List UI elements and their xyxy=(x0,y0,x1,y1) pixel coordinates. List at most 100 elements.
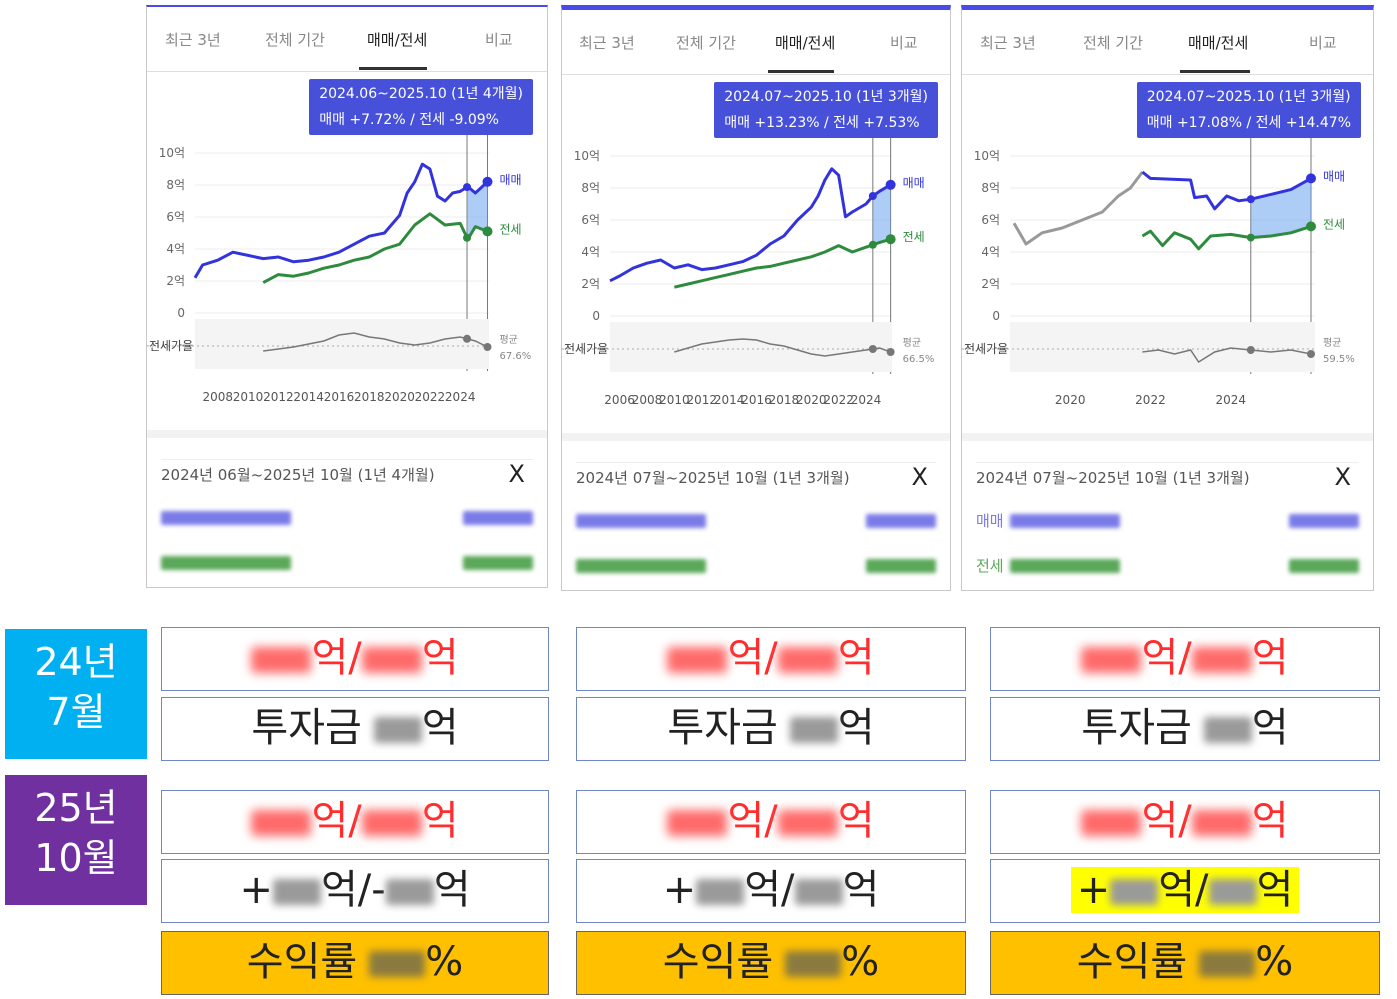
y-tick-label: 0 xyxy=(592,309,600,323)
tab-recent-3y[interactable]: 최근 3년 xyxy=(980,34,1036,52)
period-label-line1: 25년 xyxy=(34,786,118,830)
y-tick-label: 6억 xyxy=(166,210,185,224)
jeonse-start-point xyxy=(463,233,472,242)
range-summary-header: 2024년 06월~2025년 10월 (1년 4개월) X xyxy=(161,459,533,490)
range-tooltip: 2024.07~2025.10 (1년 3개월) 매매 +13.23% / 전세 … xyxy=(714,82,938,138)
unit-text: 억 xyxy=(727,798,765,844)
unit-text: 억 xyxy=(837,705,875,751)
range-tooltip: 2024.06~2025.10 (1년 4개월) 매매 +7.72% / 전세 -… xyxy=(309,79,533,135)
y-tick-label: 10억 xyxy=(574,149,600,163)
tab-sale-jeonse[interactable]: 매매/전세 xyxy=(775,34,836,52)
investment-text: 투자금 억 xyxy=(162,698,548,758)
slash-text: / xyxy=(348,798,362,844)
x-tick-label: 2024 xyxy=(851,393,882,407)
range-summary-title: 2024년 06월~2025년 10월 (1년 4개월) xyxy=(161,466,435,484)
tooltip-period: 2024.06~2025.10 (1년 4개월) xyxy=(319,86,523,102)
sale-end-point xyxy=(1305,173,1316,184)
chart-panel-2: 최근 3년 전체 기간 매매/전세 비교 10억 8억 6억 4억 2억 0 매매 전세 전세가율 평균 6… xyxy=(561,5,951,591)
tab-recent-3y[interactable]: 최근 3년 xyxy=(579,34,635,52)
close-icon[interactable]: X xyxy=(911,463,928,491)
avg-label: 평균 xyxy=(903,337,921,349)
price-2025-box: 억/억 xyxy=(576,790,966,854)
price-2025-box: 억/억 xyxy=(990,790,1380,854)
tab-compare[interactable]: 비교 xyxy=(1309,34,1337,52)
jeonse-line xyxy=(1141,224,1312,251)
tab-recent-3y[interactable]: 최근 3년 xyxy=(165,31,221,49)
avg-label: 평균 xyxy=(1323,337,1341,349)
price-2024-box: 억/억 xyxy=(576,627,966,691)
unit-text: 억 xyxy=(1158,867,1196,913)
x-tick-label: 2018 xyxy=(354,390,385,404)
price-2024-text: 억/억 xyxy=(991,628,1379,688)
tab-all-period[interactable]: 전체 기간 xyxy=(676,34,736,52)
unit-text: % xyxy=(841,939,880,985)
y-tick-label: 8억 xyxy=(981,181,1000,195)
x-tick-label: 2010 xyxy=(659,393,690,407)
change-value: + 억/억 xyxy=(663,867,880,913)
period-label-line2: 10월 xyxy=(34,836,118,880)
x-tick-label: 2020 xyxy=(384,390,415,404)
redacted-value xyxy=(1199,951,1256,977)
tab-sale-jeonse[interactable]: 매매/전세 xyxy=(367,31,428,49)
active-tab-indicator xyxy=(1180,70,1250,73)
price-2024-text: 억/억 xyxy=(162,628,548,688)
redacted-value xyxy=(667,647,728,673)
period-label-line2: 7월 xyxy=(46,690,106,734)
jeonse-end-point xyxy=(482,226,493,237)
redacted-value xyxy=(361,810,422,836)
y-tick-label: 2억 xyxy=(981,277,1000,291)
close-icon[interactable]: X xyxy=(508,460,525,488)
jeonse-start-point xyxy=(868,240,877,249)
ratio-start-point xyxy=(1246,346,1255,354)
change-value: + 억/억 xyxy=(1070,867,1300,913)
tab-compare[interactable]: 비교 xyxy=(485,31,513,49)
unit-text: % xyxy=(1255,939,1294,985)
range-summary-header: 2024년 07월~2025년 10월 (1년 3개월) X xyxy=(576,462,936,493)
separator-text: /- xyxy=(357,867,386,913)
tab-sale-jeonse[interactable]: 매매/전세 xyxy=(1188,34,1249,52)
avg-value: 67.6% xyxy=(499,351,531,362)
jeonse-line xyxy=(262,212,489,284)
tab-bar: 최근 3년 전체 기간 매매/전세 비교 xyxy=(562,10,950,75)
redacted-value xyxy=(777,647,838,673)
jeonse-end-point xyxy=(1305,221,1316,232)
change-box: + 억/억 xyxy=(576,859,966,923)
tab-all-period[interactable]: 전체 기간 xyxy=(1083,34,1143,52)
blurred-value xyxy=(866,559,936,573)
y-tick-label: 8억 xyxy=(581,181,600,195)
period-label-line1: 24년 xyxy=(34,640,118,684)
slash-text: / xyxy=(348,635,362,681)
chart-panel-1: 최근 3년 전체 기간 매매/전세 비교 10억 8억 6억 4억 2억 0 매매 전세 전세가율 평균 6… xyxy=(146,5,548,588)
price-2024-box: 억/억 xyxy=(161,627,549,691)
jeonse-series-label: 전세 xyxy=(903,230,925,244)
x-tick-label: 2022 xyxy=(823,393,854,407)
x-tick-label: 2016 xyxy=(324,390,355,404)
investment-box: 투자금 억 xyxy=(990,697,1380,761)
tooltip-change: 매매 +13.23% / 전세 +7.53% xyxy=(724,115,920,131)
blurred-value xyxy=(1010,559,1120,573)
tab-all-period[interactable]: 전체 기간 xyxy=(265,31,325,49)
unit-text: 억 xyxy=(842,867,880,913)
ratio-end-point xyxy=(886,348,895,356)
redacted-value xyxy=(272,879,321,905)
range-detail-row xyxy=(161,552,533,574)
y-tick-label: 10억 xyxy=(974,149,1000,163)
unit-text: 억 xyxy=(727,635,765,681)
x-tick-label: 2010 xyxy=(233,390,264,404)
y-tick-label: 4억 xyxy=(981,245,1000,259)
unit-text: 억 xyxy=(421,705,459,751)
plus-sign: + xyxy=(239,867,273,913)
jeonse-line xyxy=(673,237,892,289)
x-tick-label: 2008 xyxy=(202,390,233,404)
tab-compare[interactable]: 비교 xyxy=(890,34,918,52)
tooltip-change: 매매 +7.72% / 전세 -9.09% xyxy=(319,112,499,128)
sale-end-point xyxy=(482,176,493,187)
close-icon[interactable]: X xyxy=(1334,463,1351,491)
slash-text: / xyxy=(764,635,778,681)
redacted-value xyxy=(667,810,728,836)
tooltip-change: 매매 +17.08% / 전세 +14.47% xyxy=(1146,115,1351,131)
ratio-label: 전세가율 xyxy=(964,342,1008,356)
ratio-area-bg xyxy=(610,322,892,372)
